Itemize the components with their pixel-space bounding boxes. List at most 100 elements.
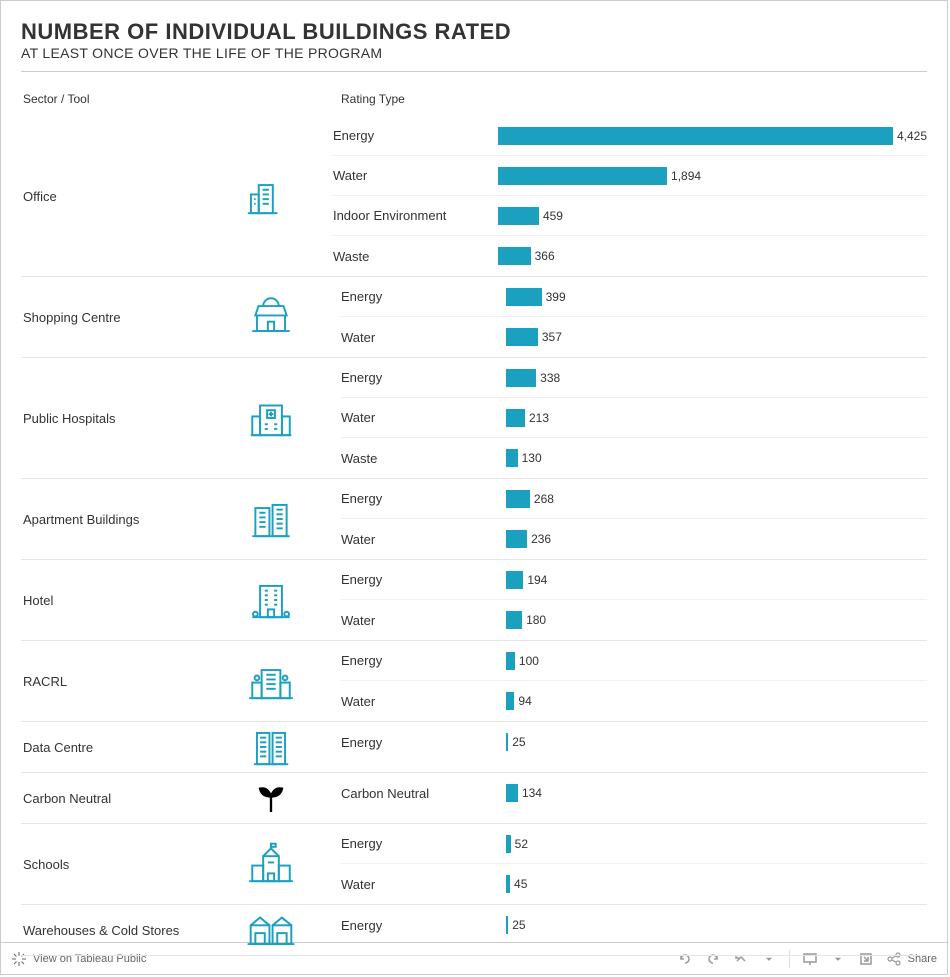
bar-value: 4,425 [897,129,927,143]
chart-container: NUMBER OF INDIVIDUAL BUILDINGS RATED AT … [0,0,948,943]
header-sector: Sector / Tool [21,92,341,106]
rating-label: Energy [341,836,506,851]
bar-area: 180 [506,611,927,629]
bar[interactable] [506,916,508,934]
bar-value: 52 [515,837,528,851]
sector-label: Office [21,116,197,276]
bar-area: 134 [506,784,927,802]
bar-area: 399 [506,288,927,306]
sector-block: Data CentreEnergy25 [21,722,927,773]
bar[interactable] [498,127,893,145]
rating-label: Energy [341,572,506,587]
bar-value: 180 [526,613,546,627]
bar[interactable] [506,875,510,893]
sector-block: Apartment Buildings Energy 268 Water236 [21,479,927,560]
rating-row: Water 94 [341,681,927,721]
rating-label: Energy [341,370,506,385]
bar[interactable] [506,784,518,802]
rating-row: Water 357 [341,317,927,357]
bar-area: 45 [506,875,927,893]
rating-label: Waste [333,249,498,264]
rating-label: Water [333,168,498,183]
ratings-column: Energy 4,425 Water 1,894 Indoor Environment 4… [333,116,927,276]
rating-row: Water45 [341,864,927,904]
bar[interactable] [498,207,539,225]
bar[interactable] [506,835,511,853]
rating-label: Water [341,410,506,425]
bar[interactable] [506,490,530,508]
bar[interactable] [506,449,518,467]
bar-value: 268 [534,492,554,506]
office-icon [197,116,333,276]
bar-value: 94 [518,694,531,708]
rating-label: Energy [341,918,506,933]
rating-label: Water [341,330,506,345]
bar-value: 1,894 [671,169,701,183]
bar-area: 52 [506,835,927,853]
bar-area: 4,425 [498,127,927,145]
bar[interactable] [506,652,515,670]
carbon-icon [201,773,341,823]
rating-row: Energy 52 [341,824,927,864]
rating-label: Energy [341,491,506,506]
rating-label: Indoor Environment [333,208,498,223]
rating-row: Energy 338 [341,358,927,398]
bar-area: 194 [506,571,927,589]
ratings-column: Energy 268 Water236 [341,479,927,559]
ratings-column: Carbon Neutral 134 [341,773,927,823]
bar-value: 25 [512,735,525,749]
bar[interactable] [506,369,536,387]
bar[interactable] [506,611,522,629]
bar-area: 236 [506,530,927,548]
sector-label: Apartment Buildings [21,479,201,559]
bar[interactable] [506,692,514,710]
bar[interactable] [506,328,538,346]
bar-value: 213 [529,411,549,425]
bar[interactable] [506,409,525,427]
bar-value: 459 [543,209,563,223]
hospital-icon [201,358,341,478]
sector-block: RACRLEnergy100Water94 [21,641,927,722]
bar-area: 459 [498,207,927,225]
bar-value: 357 [542,330,562,344]
rating-row: Waste366 [333,236,927,276]
sectors-list: Office Energy 4,425 Water 1,894 Indoor Enviro… [21,116,927,956]
column-headers: Sector / Tool Rating Type [21,92,927,106]
header-rating: Rating Type [341,92,506,106]
sector-label: Hotel [21,560,201,640]
rating-row: Water236 [341,519,927,559]
bar-value: 134 [522,786,542,800]
rating-label: Energy [341,735,506,750]
rating-row: Energy 4,425 [333,116,927,156]
rating-label: Energy [333,128,498,143]
bar[interactable] [506,571,523,589]
bar[interactable] [506,288,542,306]
racrl-icon [201,641,341,721]
shopping-icon [201,277,341,357]
rating-row: Indoor Environment 459 [333,196,927,236]
bar[interactable] [506,733,508,751]
rating-row: Energy 25 [341,722,927,762]
ratings-column: Energy 25 [341,722,927,772]
bar-value: 338 [540,371,560,385]
sector-label: Shopping Centre [21,277,201,357]
rating-label: Water [341,613,506,628]
bar[interactable] [498,247,531,265]
rating-row: Waste130 [341,438,927,478]
svg-text:*: * [282,917,285,926]
bar-value: 399 [546,290,566,304]
rating-label: Carbon Neutral [341,786,506,801]
sector-label: Schools [21,824,201,904]
bar-value: 100 [519,654,539,668]
rating-row: Water 1,894 [333,156,927,196]
ratings-column: Energy399Water357 [341,277,927,357]
bar-value: 25 [512,918,525,932]
ratings-column: Energy100Water94 [341,641,927,721]
rating-label: Water [341,694,506,709]
bar[interactable] [506,530,527,548]
bar-area: 338 [506,369,927,387]
bar[interactable] [498,167,667,185]
sector-block: Office Energy 4,425 Water 1,894 Indoor Enviro… [21,116,927,277]
datacentre-icon [201,722,341,772]
sector-block: Warehouses & Cold Stores*Energy25 [21,905,927,956]
